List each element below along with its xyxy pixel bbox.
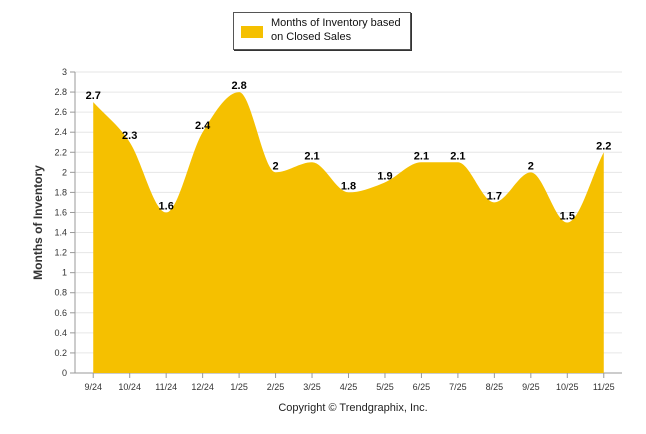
data-label: 2.4	[195, 120, 211, 132]
y-tick-label: 0.2	[54, 348, 67, 358]
legend-swatch	[241, 26, 263, 38]
y-tick-label: 2.4	[54, 127, 67, 137]
legend: Months of Inventory based on Closed Sale…	[233, 12, 411, 50]
x-tick-label: 9/25	[522, 382, 540, 392]
copyright-text: Copyright © Trendgraphix, Inc.	[278, 402, 428, 414]
legend-label: Months of Inventory based on Closed Sale…	[271, 17, 401, 43]
y-tick-label: 3	[62, 67, 67, 77]
x-tick-label: 11/24	[155, 382, 177, 392]
data-label: 1.7	[487, 190, 502, 202]
y-tick-label: 1.4	[54, 228, 67, 238]
data-label: 2.7	[86, 90, 101, 102]
data-label: 2.1	[450, 150, 465, 162]
x-tick-label: 8/25	[486, 382, 504, 392]
x-tick-label: 6/25	[413, 382, 431, 392]
data-label: 2.2	[596, 140, 611, 152]
data-label: 1.8	[341, 180, 356, 192]
data-label: 2.1	[414, 150, 429, 162]
x-tick-label: 2/25	[267, 382, 285, 392]
x-tick-label: 11/25	[593, 382, 615, 392]
x-tick-label: 5/25	[376, 382, 394, 392]
x-tick-label: 12/24	[191, 382, 214, 392]
y-tick-label: 0.8	[54, 288, 67, 298]
y-tick-label: 0	[62, 368, 67, 378]
x-tick-label: 1/25	[230, 382, 248, 392]
y-tick-label: 2.6	[54, 107, 67, 117]
data-label: 1.5	[560, 211, 575, 223]
y-tick-label: 0.4	[54, 328, 67, 338]
x-tick-label: 4/25	[340, 382, 358, 392]
y-tick-label: 0.6	[54, 308, 67, 318]
y-tick-label: 1	[62, 268, 67, 278]
data-label: 2	[273, 160, 279, 172]
x-tick-label: 10/25	[556, 382, 579, 392]
y-tick-label: 1.2	[54, 248, 67, 258]
y-axis-title: Months of Inventory	[31, 165, 45, 280]
x-tick-label: 7/25	[449, 382, 467, 392]
x-tick-label: 3/25	[303, 382, 321, 392]
y-tick-label: 2.8	[54, 87, 67, 97]
data-label: 2	[528, 160, 534, 172]
data-label: 1.9	[377, 170, 392, 182]
area-series	[93, 92, 604, 374]
data-label: 2.8	[231, 80, 246, 92]
data-label: 2.3	[122, 130, 137, 142]
x-tick-label: 10/24	[118, 382, 141, 392]
y-tick-label: 1.6	[54, 207, 67, 217]
y-tick-label: 2	[62, 167, 67, 177]
data-label: 2.1	[304, 150, 319, 162]
y-tick-label: 2.2	[54, 147, 67, 157]
y-tick-label: 1.8	[54, 187, 67, 197]
data-label: 1.6	[159, 200, 174, 212]
x-tick-label: 9/24	[84, 382, 102, 392]
